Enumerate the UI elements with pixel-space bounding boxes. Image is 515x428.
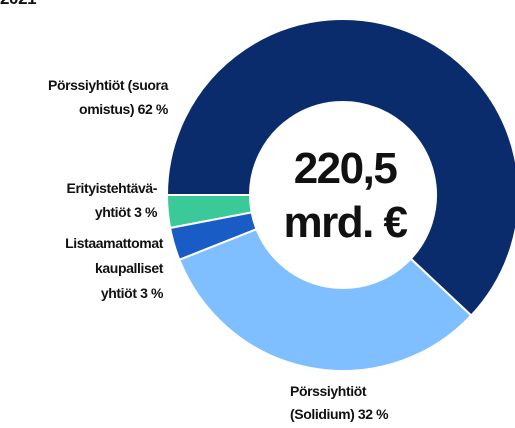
center-total: 220,5 [294,144,398,193]
segment-label: kaupalliset [95,260,164,276]
segment-label: Pörssiyhtiöt (suora [48,77,169,93]
center-total: mrd. € [283,198,407,247]
segment-label: Erityistehtävä- [67,180,158,196]
donut-segment [178,227,473,372]
segment-label: yhtiöt 3 % [101,285,164,301]
segment-label: yhtiöt 3 % [95,204,158,220]
chart-title: 2021 [0,0,36,8]
segment-label: omistus) 62 % [79,101,169,117]
segment-label: Listaamattomat [65,235,164,251]
segment-label: Pörssiyhtiöt [290,383,367,399]
segment-label: (Solidium) 32 % [290,406,389,422]
donut-segment [165,18,515,317]
